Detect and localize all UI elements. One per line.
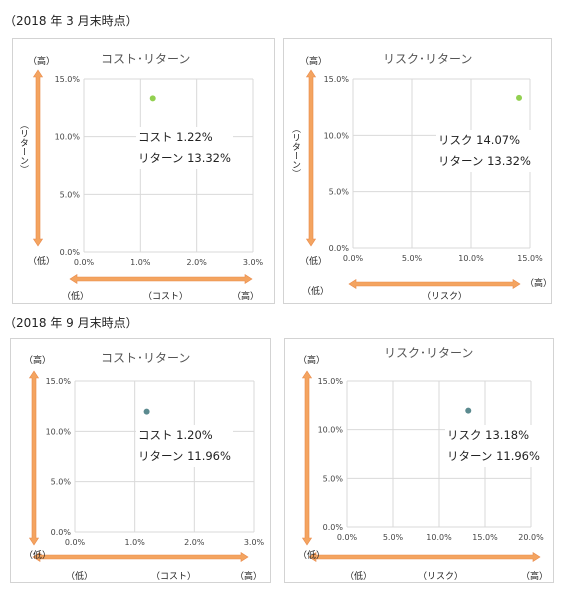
- x-tick-label: 15.0%: [517, 254, 543, 263]
- y-tick-label: 0.0%: [60, 248, 81, 257]
- y-low-label: （低）: [300, 257, 328, 267]
- x-tick-label: 1.0%: [125, 538, 146, 547]
- data-point: [143, 408, 150, 415]
- annotation-line: リスク 13.18%: [447, 428, 530, 442]
- chart-title-september-risk: リスク･リターン: [384, 346, 474, 360]
- x-tick-label: 0.0%: [74, 258, 95, 267]
- x-high-label: （高）: [525, 279, 553, 289]
- y-high-label: （高）: [300, 57, 328, 67]
- y-axis-arrow: [28, 370, 40, 546]
- y-tick-label: 5.0%: [329, 188, 350, 197]
- y-axis-label: （リターン）: [18, 120, 28, 174]
- data-point: [465, 407, 472, 414]
- x-axis-arrow: [348, 278, 521, 290]
- y-axis-arrow: [305, 69, 317, 247]
- chart-title-march-risk: リスク･リターン: [383, 52, 473, 66]
- y-high-label: （高）: [28, 57, 56, 67]
- y-tick-label: 15.0%: [55, 75, 81, 84]
- y-tick-label: 15.0%: [324, 75, 350, 84]
- annotation-line: リターン 13.32%: [138, 151, 231, 165]
- x-tick-label: 1.0%: [130, 258, 151, 267]
- y-tick-label: 0.0%: [51, 528, 72, 537]
- x-tick-label: 5.0%: [383, 533, 404, 542]
- y-high-label: （高）: [24, 356, 52, 366]
- x-tick-label: 0.0%: [65, 538, 86, 547]
- y-tick-label: 10.0%: [324, 131, 350, 140]
- y-tick-label: 10.0%: [55, 133, 81, 142]
- y-axis-label: （リターン）: [290, 124, 300, 178]
- y-tick-label: 15.0%: [46, 377, 72, 386]
- annotation-september-risk: リスク 13.18% リターン 11.96%: [445, 425, 542, 467]
- y-axis-arrow: [301, 370, 313, 546]
- y-low-label: （低）: [28, 257, 56, 267]
- y-high-label: （高）: [298, 356, 326, 366]
- y-low-label: （低）: [24, 551, 52, 561]
- y-tick-label: 15.0%: [318, 377, 344, 386]
- x-tick-label: 2.0%: [187, 258, 208, 267]
- x-low-label: （低）: [302, 287, 330, 297]
- section-title-march: （2018 年 3 月末時点）: [4, 14, 138, 28]
- x-low-label: （低）: [345, 572, 373, 582]
- x-tick-label: 5.0%: [402, 254, 423, 263]
- section-title-september: （2018 年 9 月末時点）: [4, 316, 138, 330]
- annotation-september-cost: コスト 1.20% リターン 11.96%: [136, 425, 233, 467]
- annotation-line: リスク 14.07%: [438, 133, 521, 147]
- x-tick-label: 10.0%: [458, 254, 484, 263]
- x-tick-label: 0.0%: [343, 254, 364, 263]
- x-high-label: （高）: [521, 572, 549, 582]
- y-tick-label: 10.0%: [46, 427, 72, 436]
- x-high-label: （高）: [235, 572, 263, 582]
- x-axis-arrow: [32, 551, 249, 563]
- x-axis-arrow: [308, 551, 541, 563]
- x-tick-label: 3.0%: [244, 538, 265, 547]
- panel-march-cost: [12, 38, 275, 304]
- annotation-line: リターン 11.96%: [138, 449, 231, 463]
- y-tick-label: 5.0%: [60, 190, 81, 199]
- x-tick-label: 0.0%: [337, 533, 358, 542]
- x-axis-label: （リスク）: [422, 292, 468, 302]
- x-axis-arrow: [69, 273, 253, 285]
- x-tick-label: 10.0%: [426, 533, 452, 542]
- y-low-label: （低）: [298, 551, 326, 561]
- annotation-march-cost: コスト 1.22% リターン 13.32%: [136, 127, 233, 169]
- y-tick-label: 5.0%: [323, 474, 344, 483]
- chart-title-september-cost: コスト･リターン: [101, 351, 191, 365]
- data-point: [149, 95, 156, 102]
- chart-title-march-cost: コスト･リターン: [101, 52, 191, 66]
- x-tick-label: 2.0%: [184, 538, 205, 547]
- x-low-label: （低）: [66, 572, 94, 582]
- annotation-line: コスト 1.20%: [138, 428, 213, 442]
- x-low-label: （低）: [62, 292, 90, 302]
- annotation-line: リターン 11.96%: [447, 449, 540, 463]
- annotation-line: リターン 13.32%: [438, 154, 531, 168]
- annotation-march-risk: リスク 14.07% リターン 13.32%: [436, 130, 533, 172]
- annotation-line: コスト 1.22%: [138, 130, 213, 144]
- data-point: [516, 94, 523, 101]
- y-tick-label: 0.0%: [323, 523, 344, 532]
- y-tick-label: 10.0%: [318, 426, 344, 435]
- y-axis-arrow: [32, 69, 44, 247]
- y-tick-label: 5.0%: [51, 478, 72, 487]
- x-axis-label: （コスト）: [151, 572, 197, 582]
- x-tick-label: 3.0%: [243, 258, 264, 267]
- y-tick-label: 0.0%: [329, 244, 350, 253]
- x-tick-label: 15.0%: [472, 533, 498, 542]
- x-axis-label: （リスク）: [418, 572, 464, 582]
- x-tick-label: 20.0%: [518, 533, 544, 542]
- x-axis-label: （コスト）: [143, 292, 189, 302]
- x-high-label: （高）: [232, 292, 260, 302]
